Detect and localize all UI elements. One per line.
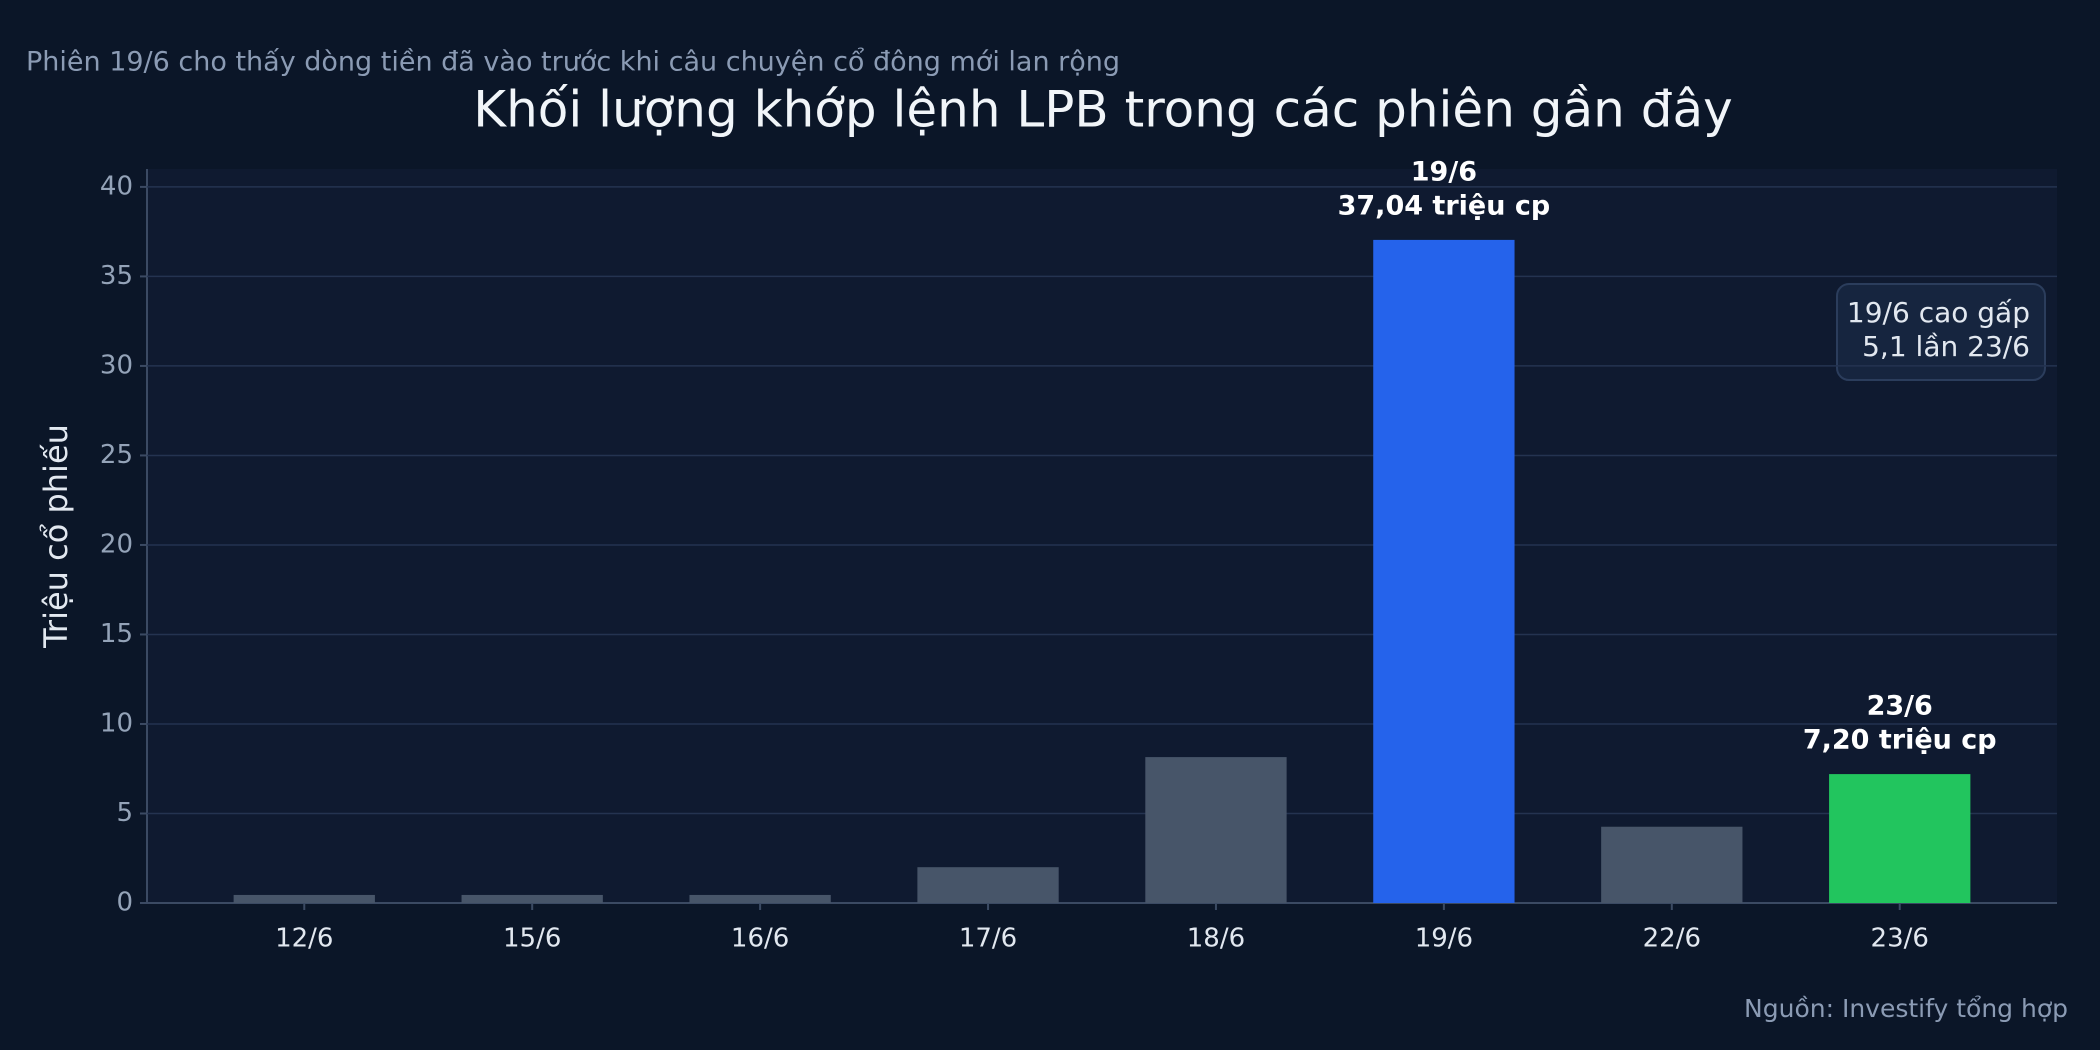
x-tick-label: 15/6 [503,924,561,954]
y-tick-label: 0 [116,888,133,918]
bar [689,894,831,903]
chart-subtitle: Phiên 19/6 cho thấy dòng tiền đã vào trư… [26,47,1120,78]
x-tick-label: 17/6 [959,924,1017,954]
x-tick-label: 23/6 [1871,924,1929,954]
y-tick-label: 20 [100,529,133,559]
x-tick-label: 19/6 [1415,924,1473,954]
annotation-line: 5,1 lần 23/6 [1862,330,2030,363]
annotation-box [1836,283,2046,381]
bar [461,894,603,903]
bar [233,894,375,903]
x-tick-label: 16/6 [731,924,789,954]
data-label: 7,20 triệu cp [1803,725,1997,756]
x-tick-label: 22/6 [1643,924,1701,954]
x-tick-label: 18/6 [1187,924,1245,954]
y-tick-label: 10 [100,708,133,738]
y-tick-label: 5 [116,798,133,828]
source: Nguồn: Investify tổng hợp [1744,994,2068,1023]
bar [1145,757,1287,903]
y-tick-label: 35 [100,261,133,291]
plot-area [147,169,2057,903]
y-tick-label: 30 [100,350,133,380]
annotation-line: 19/6 cao gấp [1847,296,2030,329]
data-label: 37,04 triệu cp [1338,190,1551,221]
y-tick-label: 25 [100,440,133,470]
data-label-date: 19/6 [1411,156,1477,187]
y-tick-label: 15 [100,619,133,649]
y-axis-label: Triệu cổ phiếu [37,424,75,649]
chart-title: Khối lượng khớp lệnh LPB trong các phiên… [473,81,1732,139]
bar [1829,774,1971,903]
bar [1373,239,1515,903]
bar [917,867,1059,903]
bar [1601,826,1743,903]
data-label-date: 23/6 [1867,691,1933,722]
y-tick-label: 40 [100,171,133,201]
x-tick-label: 12/6 [275,924,333,954]
